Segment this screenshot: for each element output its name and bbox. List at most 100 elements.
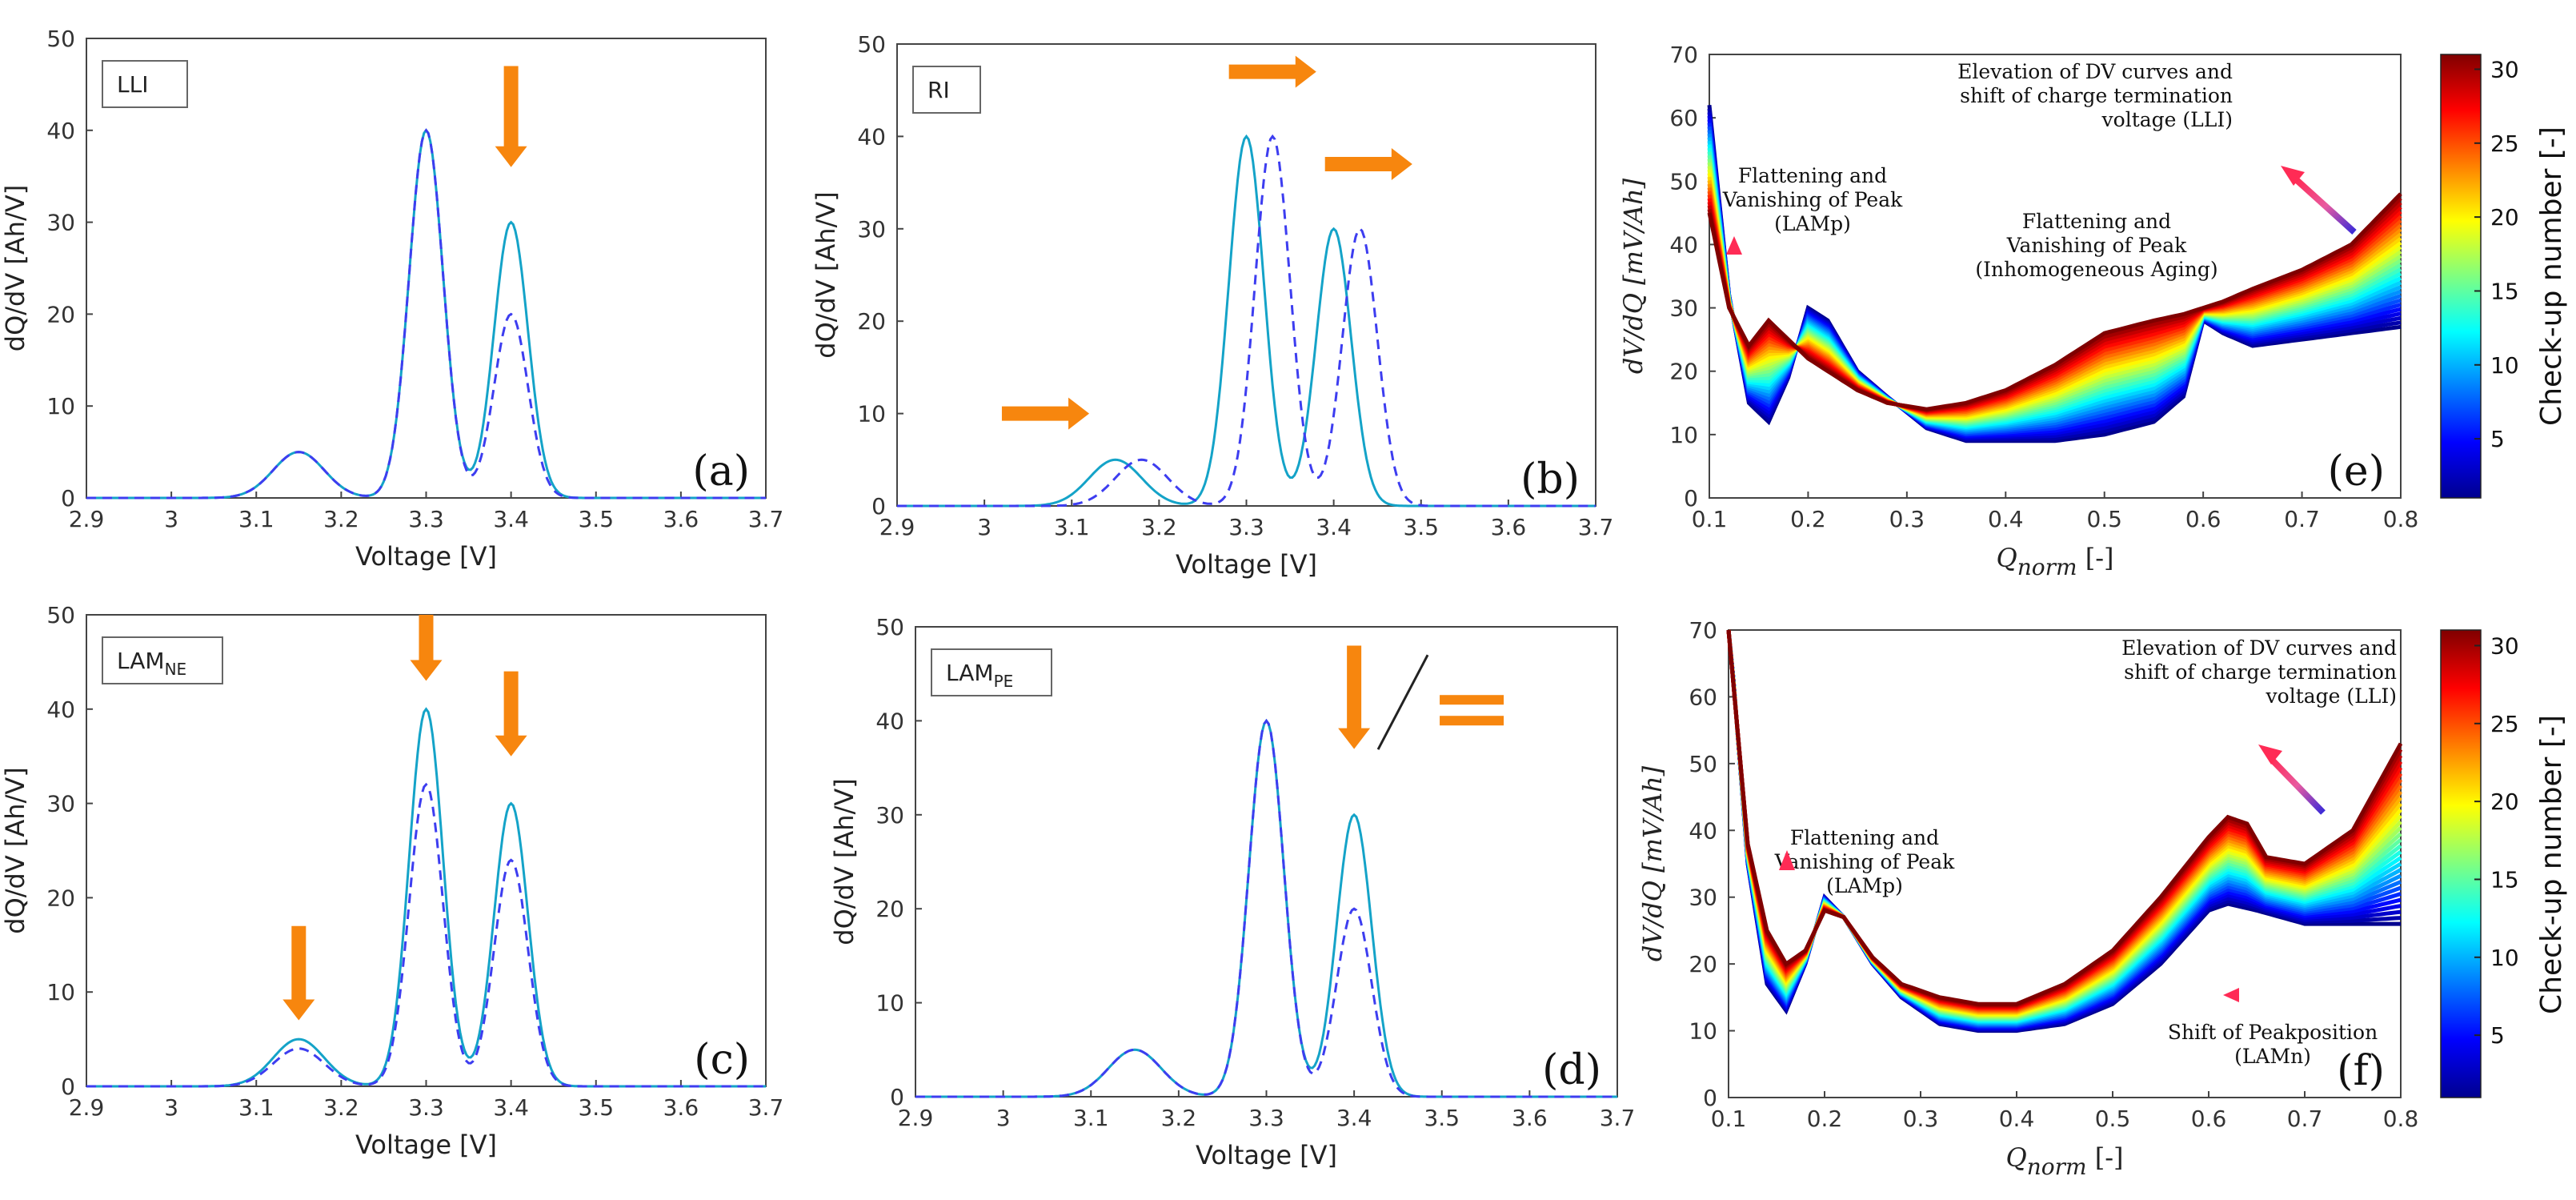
x-tick-label: 3.4: [1316, 514, 1352, 540]
x-axis-label: Voltage [V]: [355, 1130, 497, 1160]
annotation-text: Flattening and: [1790, 826, 1939, 849]
x-tick-label: 3.2: [323, 506, 359, 532]
x-tick-label: 3: [164, 1094, 178, 1121]
y-axis-label: dV/dQ [mV/Ah]: [1618, 178, 1649, 374]
slash-symbol: [1376, 654, 1429, 750]
y-tick-label: 30: [46, 791, 75, 817]
y-axis-label: dQ/dV [Ah/V]: [0, 767, 30, 933]
x-tick-label: 3.4: [493, 1094, 529, 1121]
y-tick-label: 0: [1703, 1085, 1717, 1111]
x-tick-label: 2.9: [879, 514, 915, 540]
colorbar-tick-label: 15: [2490, 866, 2519, 893]
x-tick-label: 2.9: [69, 1094, 105, 1121]
x-tick-label: 0.5: [2086, 506, 2122, 532]
annotation-text: Flattening and: [2022, 210, 2171, 233]
x-axis-label: Voltage [V]: [1176, 549, 1317, 580]
x-axis-label: Qnorm [-]: [2005, 1142, 2123, 1180]
x-tick-label: 3: [164, 506, 178, 532]
trend-arrow: [2269, 757, 2326, 815]
x-tick-label: 3.7: [1578, 514, 1614, 540]
x-tick-label: 0.1: [1692, 506, 1728, 532]
annotation-text: Shift of Peakposition: [2168, 1021, 2378, 1044]
y-tick-label: 30: [1669, 295, 1698, 322]
series-reference: [897, 134, 1596, 508]
y-tick-label: 20: [1689, 951, 1717, 977]
y-tick-label: 40: [1689, 817, 1717, 844]
x-tick-label: 3: [977, 514, 992, 540]
panel-label: (f): [2337, 1047, 2385, 1095]
annotation-text: shift of charge termination: [1960, 84, 2233, 107]
y-tick-label: 20: [1669, 359, 1698, 385]
annotation-text: Vanishing of Peak: [1722, 188, 1903, 211]
trend-arrow-head: [2258, 744, 2282, 765]
x-tick-label: 0.6: [2185, 506, 2221, 532]
x-tick-label: 3.3: [408, 1094, 444, 1121]
panel-b: 2.9 3 3.1 3.2 3.3 3.4 3.5 3.6 3.7 0 10 20 30 40 50 Volt…: [811, 31, 1613, 580]
y-tick-label: 40: [1669, 231, 1698, 258]
annotation-text: shift of charge termination: [2124, 660, 2397, 684]
x-tick-label: 0.5: [2095, 1106, 2131, 1132]
colorbar-scale: [2440, 54, 2482, 499]
x-tick-label: 0.1: [1711, 1106, 1747, 1132]
x-tick-label: 3.5: [578, 506, 614, 532]
shift-arrow-right: [1228, 55, 1316, 88]
x-tick-label: 3.4: [493, 506, 529, 532]
x-tick-label: 3.7: [1600, 1105, 1636, 1131]
colorbar-tick-label: 5: [2490, 426, 2505, 452]
case-label-box: [102, 636, 223, 684]
shift-arrow-down: [410, 615, 443, 681]
y-tick-label: 0: [1684, 485, 1698, 512]
x-tick-label: 0.8: [2383, 506, 2419, 532]
colorbar-f: 5 10 15 20 25 30 Check-up number [-]: [2440, 629, 2568, 1098]
x-tick-label: 3.4: [1336, 1105, 1372, 1131]
case-label-box: [102, 60, 188, 108]
case-label: LAMPE: [946, 660, 1013, 691]
y-tick-label: 50: [46, 26, 75, 52]
y-tick-label: 20: [857, 308, 886, 335]
panel-label: (a): [692, 447, 750, 496]
x-tick-label: 3.3: [408, 506, 444, 532]
y-tick-label: 10: [1689, 1018, 1717, 1045]
y-axis-label: dQ/dV [Ah/V]: [811, 191, 841, 358]
panel-e: 0.1 0.2 0.3 0.4 0.5 0.6 0.7 0.8 0 10 20 30 40 50 60 70 Q…: [1618, 42, 2568, 580]
panel-label: (e): [2328, 447, 2385, 496]
y-tick-label: 0: [61, 485, 75, 512]
y-tick-label: 10: [46, 393, 75, 419]
axes-frame: [896, 43, 1596, 507]
x-tick-label: 0.7: [2287, 1106, 2323, 1132]
x-tick-label: 3.1: [238, 506, 274, 532]
y-tick-label: 10: [857, 401, 886, 427]
panel-label: (d): [1542, 1046, 1601, 1094]
shift-arrow-down: [495, 66, 527, 167]
y-tick-label: 40: [46, 118, 75, 144]
annotation-text: (LAMp): [1774, 212, 1851, 235]
colorbar-tick-label: 5: [2490, 1022, 2505, 1049]
y-axis-label: dQ/dV [Ah/V]: [0, 185, 30, 351]
colorbar-label: Check-up number [-]: [2535, 715, 2568, 1014]
series-reference: [915, 718, 1617, 1098]
x-tick-label: 0.3: [1903, 1106, 1939, 1132]
colorbar-tick-label: 10: [2490, 945, 2519, 971]
y-tick-label: 10: [875, 990, 904, 1017]
x-tick-label: 2.9: [69, 506, 105, 532]
x-tick-label: 0.2: [1807, 1106, 1843, 1132]
annotation-text: voltage (LLI): [2266, 684, 2397, 708]
series-aged: [915, 718, 1617, 1098]
case-label: LLI: [117, 71, 148, 98]
x-tick-label: 3.6: [1512, 1105, 1548, 1131]
annotation-text: Vanishing of Peak: [1774, 850, 1955, 873]
x-axis-label: Voltage [V]: [1196, 1140, 1337, 1170]
x-tick-label: 3.7: [748, 506, 784, 532]
y-tick-label: 20: [46, 885, 75, 911]
y-tick-label: 40: [46, 696, 75, 723]
y-tick-label: 20: [875, 896, 904, 922]
x-tick-label: 3.5: [1424, 1105, 1460, 1131]
case-label: LAMNE: [117, 648, 186, 679]
y-tick-label: 50: [46, 602, 75, 628]
x-tick-label: 3.5: [578, 1094, 614, 1121]
case-label: RI: [927, 77, 950, 103]
colorbar-e: 5 10 15 20 25 30 Check-up number [-]: [2440, 54, 2568, 499]
axes-frame: [86, 38, 767, 499]
panel-a: 2.9 3 3.1 3.2 3.3 3.4 3.5 3.6 3.7 0 10 20 30 40 50 Volt…: [0, 26, 783, 572]
y-tick-label: 70: [1669, 42, 1698, 68]
